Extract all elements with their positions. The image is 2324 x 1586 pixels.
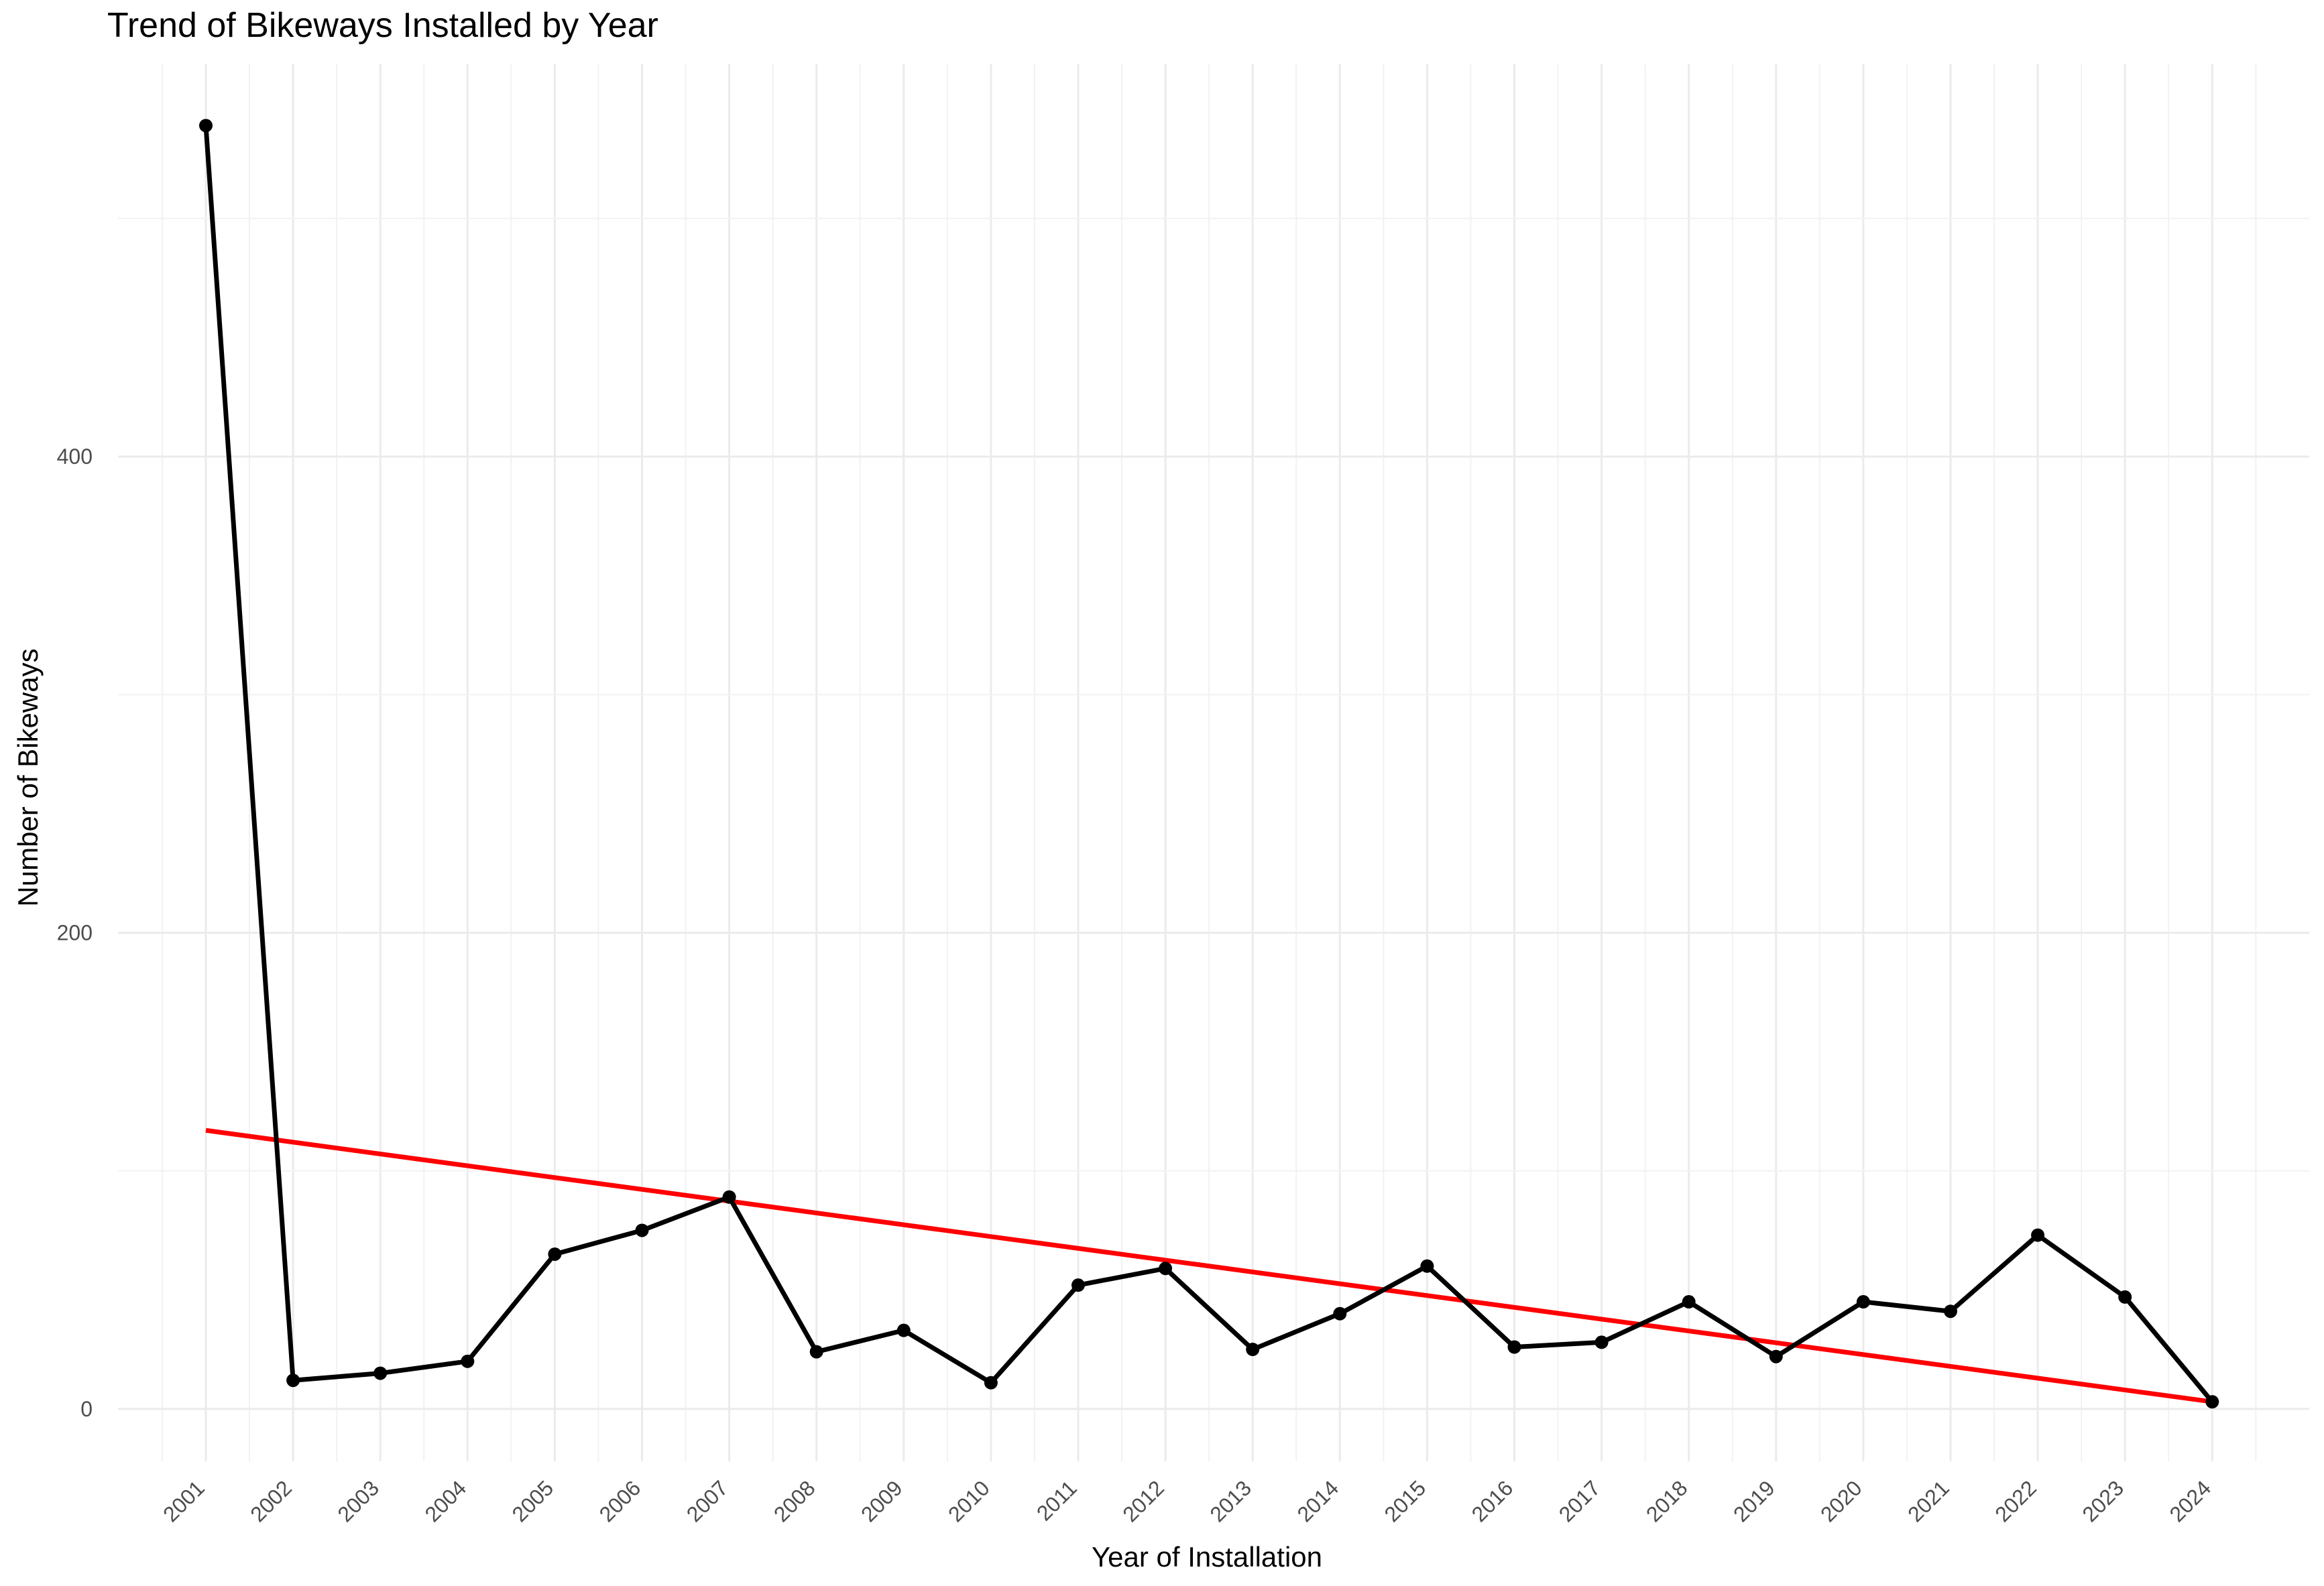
data-point bbox=[2031, 1228, 2045, 1242]
x-tick-label: 2015 bbox=[1380, 1475, 1431, 1526]
series-line bbox=[203, 125, 2214, 1404]
x-tick-label: 2024 bbox=[2164, 1475, 2215, 1526]
x-tick-label: 2008 bbox=[769, 1475, 820, 1526]
data-point bbox=[635, 1223, 649, 1237]
trend-line-layer bbox=[205, 1127, 2213, 1404]
x-tick-label: 2016 bbox=[1467, 1475, 1518, 1526]
data-point bbox=[1507, 1340, 1521, 1354]
data-point bbox=[1333, 1306, 1347, 1321]
data-point bbox=[896, 1323, 911, 1337]
data-point bbox=[1159, 1262, 1173, 1276]
trend-line bbox=[205, 1127, 2213, 1404]
data-point bbox=[199, 119, 213, 133]
x-tick-label: 2003 bbox=[333, 1475, 384, 1526]
data-point bbox=[548, 1247, 562, 1261]
data-point bbox=[1944, 1304, 1957, 1319]
data-point bbox=[2205, 1395, 2219, 1409]
data-point bbox=[461, 1354, 475, 1368]
x-tick-label: 2020 bbox=[1816, 1475, 1867, 1526]
data-point bbox=[1246, 1343, 1260, 1357]
data-point bbox=[984, 1376, 998, 1390]
data-point bbox=[373, 1366, 388, 1380]
x-tick-label: 2018 bbox=[1641, 1475, 1692, 1526]
data-point bbox=[809, 1345, 823, 1359]
y-axis-title: Number of Bikeways bbox=[12, 648, 44, 906]
data-point bbox=[1071, 1278, 1085, 1292]
x-tick-label: 2005 bbox=[508, 1475, 559, 1526]
data-point bbox=[286, 1374, 300, 1388]
x-tick-label: 2002 bbox=[245, 1475, 296, 1526]
data-point bbox=[1856, 1295, 1870, 1309]
series-layer bbox=[199, 119, 2219, 1409]
data-point bbox=[1682, 1295, 1696, 1309]
y-axis-ticks: 0 200 400 bbox=[57, 444, 93, 1421]
x-tick-label: 2021 bbox=[1903, 1475, 1954, 1526]
x-axis-title: Year of Installation bbox=[1092, 1541, 1322, 1573]
x-tick-label: 2004 bbox=[420, 1475, 471, 1526]
data-point bbox=[1420, 1259, 1434, 1273]
chart-title: Trend of Bikeways Installed by Year bbox=[107, 6, 658, 45]
x-tick-label: 2011 bbox=[1032, 1475, 1082, 1525]
x-tick-label: 2012 bbox=[1118, 1475, 1169, 1526]
x-tick-label: 2013 bbox=[1205, 1475, 1256, 1526]
x-tick-label: 2001 bbox=[158, 1475, 209, 1526]
x-tick-label: 2023 bbox=[2077, 1475, 2128, 1526]
data-point bbox=[2118, 1290, 2132, 1304]
x-tick-label: 2022 bbox=[1990, 1475, 2041, 1526]
y-tick-label: 0 bbox=[80, 1397, 93, 1421]
x-tick-label: 2009 bbox=[856, 1475, 907, 1526]
x-tick-label: 2014 bbox=[1292, 1475, 1343, 1526]
grid-lines bbox=[118, 64, 2309, 1461]
x-axis-ticks: 2001 2002 2003 2004 2005 2006 2007 2008 2009 2010… bbox=[158, 1475, 2215, 1526]
x-tick-label: 2010 bbox=[943, 1475, 994, 1526]
data-point bbox=[1769, 1349, 1783, 1363]
data-point bbox=[722, 1190, 736, 1204]
y-tick-label: 200 bbox=[57, 920, 93, 944]
y-tick-label: 400 bbox=[57, 444, 93, 469]
x-tick-label: 2017 bbox=[1554, 1475, 1605, 1526]
x-tick-label: 2006 bbox=[595, 1475, 646, 1526]
x-tick-label: 2007 bbox=[682, 1475, 733, 1526]
x-tick-label: 2019 bbox=[1729, 1475, 1780, 1526]
data-point bbox=[1594, 1335, 1609, 1349]
